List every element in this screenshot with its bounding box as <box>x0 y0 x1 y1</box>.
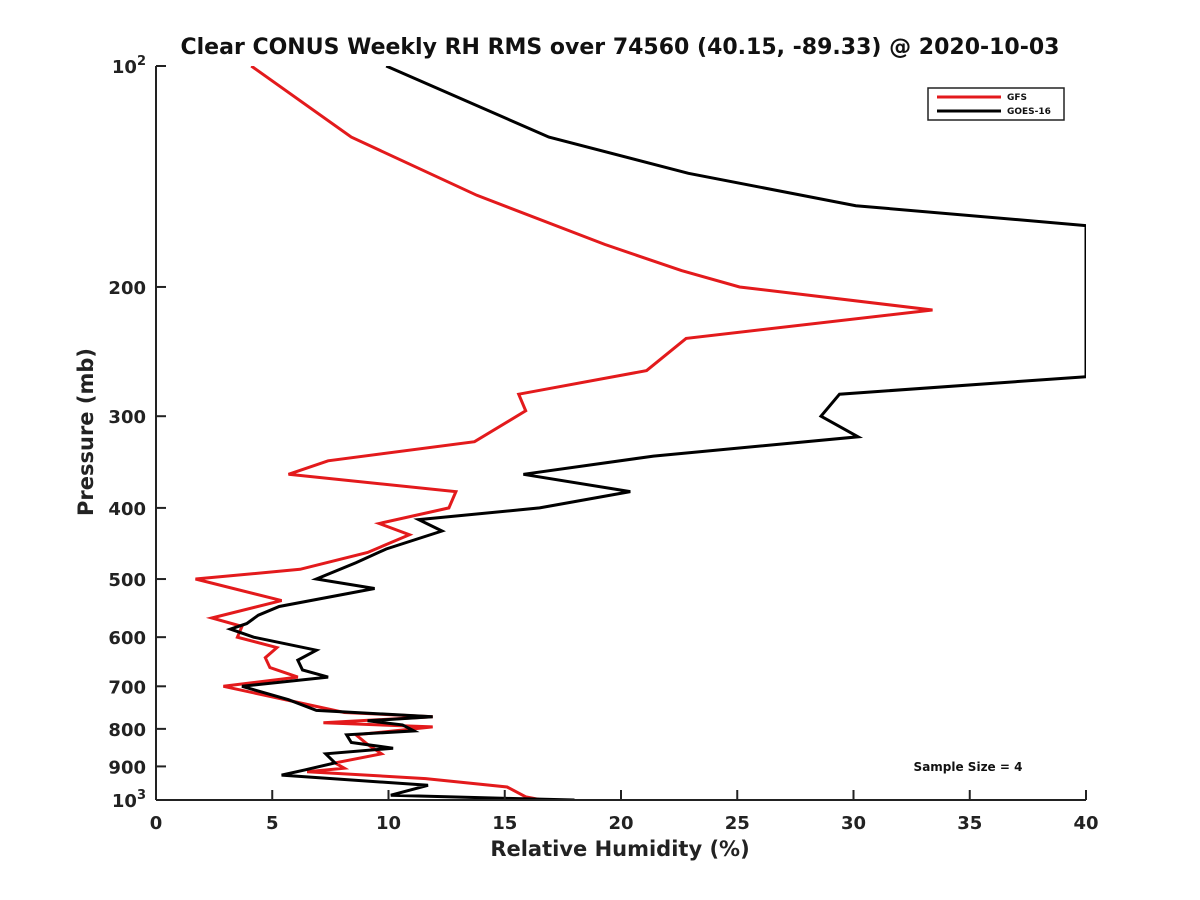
y-axis-label: Pressure (mb) <box>74 348 98 516</box>
y-tick-label: 700 <box>108 677 146 698</box>
y-axis-ticks: 102 200 300 400 500 600 700 800 900 103 <box>108 54 166 812</box>
x-tick-label: 15 <box>492 813 517 834</box>
plot-area <box>155 66 1086 801</box>
x-tick-label: 20 <box>608 813 633 834</box>
x-tick-label: 30 <box>841 813 866 834</box>
legend-entry: GOES-16 <box>1007 107 1051 117</box>
legend-box <box>927 87 1065 121</box>
y-tick-label: 600 <box>108 628 146 649</box>
x-tick-label: 35 <box>957 813 982 834</box>
y-tick-label: 400 <box>108 499 146 520</box>
chart-title: Clear CONUS Weekly RH RMS over 74560 (40… <box>181 35 1060 60</box>
sample-size-annotation: Sample Size = 4 <box>914 760 1023 774</box>
x-axis-ticks: 0 5 10 15 20 25 30 35 40 <box>150 790 1099 834</box>
y-tick-label: 900 <box>108 757 146 778</box>
legend-entry: GFS <box>1007 93 1027 103</box>
x-tick-label: 10 <box>376 813 401 834</box>
legend: GFS GOES-16 <box>927 87 1065 121</box>
x-axis-label: Relative Humidity (%) <box>490 837 749 861</box>
y-tick-label: 102 <box>112 54 146 78</box>
x-tick-label: 25 <box>725 813 750 834</box>
y-tick-label: 200 <box>108 278 146 299</box>
series-line-goes-16 <box>225 66 1086 800</box>
y-tick-label: 800 <box>108 720 146 741</box>
y-tick-label: 103 <box>112 788 146 812</box>
x-tick-label: 40 <box>1073 813 1098 834</box>
y-tick-label: 500 <box>108 570 146 591</box>
x-tick-label: 0 <box>150 813 163 834</box>
series-line-gfs <box>195 66 933 800</box>
x-tick-label: 5 <box>266 813 279 834</box>
y-tick-label: 300 <box>108 407 146 428</box>
